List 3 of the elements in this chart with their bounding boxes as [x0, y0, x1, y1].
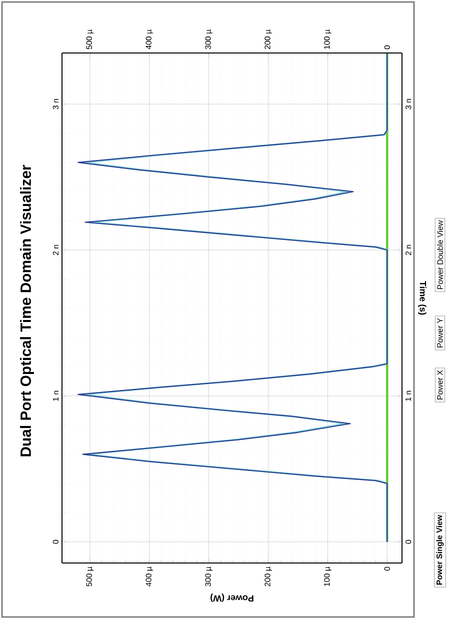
x-axis-title: Power (W) [210, 593, 254, 602]
text: Dual Port Optical Time Domain Visualizer [20, 164, 34, 456]
y2-axis-title: Time (s) [418, 280, 426, 315]
